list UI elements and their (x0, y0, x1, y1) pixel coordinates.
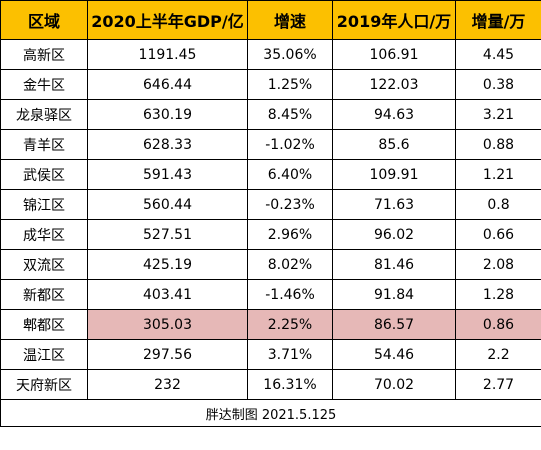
cell-gdp: 560.44 (87, 189, 248, 220)
table-row: 成华区 527.51 2.96% 96.02 0.66 (0, 219, 541, 250)
header-area: 区域 (0, 0, 88, 40)
table-row: 青羊区 628.33 -1.02% 85.6 0.88 (0, 129, 541, 160)
cell-gdp: 1191.45 (87, 39, 248, 70)
cell-increase: 0.86 (455, 309, 541, 340)
cell-population: 85.6 (332, 129, 456, 160)
cell-increase: 1.21 (455, 159, 541, 190)
cell-area: 温江区 (0, 339, 88, 370)
cell-gdp: 646.44 (87, 69, 248, 100)
cell-increase: 1.28 (455, 279, 541, 310)
table-row: 金牛区 646.44 1.25% 122.03 0.38 (0, 69, 541, 100)
cell-increase: 0.8 (455, 189, 541, 220)
cell-area: 新都区 (0, 279, 88, 310)
cell-population: 109.91 (332, 159, 456, 190)
cell-gdp: 630.19 (87, 99, 248, 130)
header-gdp: 2020上半年GDP/亿 (87, 0, 248, 40)
cell-increase: 3.21 (455, 99, 541, 130)
table-row: 温江区 297.56 3.71% 54.46 2.2 (0, 339, 541, 370)
cell-growth: 8.02% (247, 249, 333, 280)
cell-growth: 2.25% (247, 309, 333, 340)
cell-population: 94.63 (332, 99, 456, 130)
cell-increase: 2.08 (455, 249, 541, 280)
header-growth: 增速 (247, 0, 333, 40)
cell-area: 成华区 (0, 219, 88, 250)
table-row: 高新区 1191.45 35.06% 106.91 4.45 (0, 39, 541, 70)
header-row: 区域 2020上半年GDP/亿 增速 2019年人口/万 增量/万 (0, 0, 541, 40)
cell-area: 高新区 (0, 39, 88, 70)
cell-growth: -1.02% (247, 129, 333, 160)
table-row: 新都区 403.41 -1.46% 91.84 1.28 (0, 279, 541, 310)
cell-gdp: 232 (87, 369, 248, 400)
cell-area: 郫都区 (0, 309, 88, 340)
cell-population: 86.57 (332, 309, 456, 340)
cell-population: 106.91 (332, 39, 456, 70)
cell-increase: 0.38 (455, 69, 541, 100)
cell-area: 天府新区 (0, 369, 88, 400)
cell-increase: 2.77 (455, 369, 541, 400)
cell-area: 青羊区 (0, 129, 88, 160)
gdp-population-table: 区域 2020上半年GDP/亿 增速 2019年人口/万 增量/万 高新区 11… (0, 0, 541, 427)
cell-gdp: 403.41 (87, 279, 248, 310)
cell-population: 71.63 (332, 189, 456, 220)
table-row: 天府新区 232 16.31% 70.02 2.77 (0, 369, 541, 400)
cell-area: 双流区 (0, 249, 88, 280)
cell-gdp: 591.43 (87, 159, 248, 190)
cell-growth: -1.46% (247, 279, 333, 310)
cell-area: 金牛区 (0, 69, 88, 100)
cell-gdp: 425.19 (87, 249, 248, 280)
cell-growth: 35.06% (247, 39, 333, 70)
table-row: 龙泉驿区 630.19 8.45% 94.63 3.21 (0, 99, 541, 130)
table-row: 双流区 425.19 8.02% 81.46 2.08 (0, 249, 541, 280)
cell-population: 96.02 (332, 219, 456, 250)
table-row-highlighted: 郫都区 305.03 2.25% 86.57 0.86 (0, 309, 541, 340)
header-population: 2019年人口/万 (332, 0, 456, 40)
cell-gdp: 628.33 (87, 129, 248, 160)
cell-population: 54.46 (332, 339, 456, 370)
cell-growth: 6.40% (247, 159, 333, 190)
cell-increase: 2.2 (455, 339, 541, 370)
cell-population: 122.03 (332, 69, 456, 100)
cell-growth: 8.45% (247, 99, 333, 130)
cell-gdp: 305.03 (87, 309, 248, 340)
cell-area: 龙泉驿区 (0, 99, 88, 130)
cell-increase: 0.66 (455, 219, 541, 250)
cell-growth: 1.25% (247, 69, 333, 100)
cell-growth: 2.96% (247, 219, 333, 250)
footer-row: 胖达制图 2021.5.125 (0, 399, 541, 427)
cell-area: 锦江区 (0, 189, 88, 220)
cell-area: 武侯区 (0, 159, 88, 190)
cell-increase: 0.88 (455, 129, 541, 160)
table-row: 锦江区 560.44 -0.23% 71.63 0.8 (0, 189, 541, 220)
header-increase: 增量/万 (455, 0, 541, 40)
cell-population: 70.02 (332, 369, 456, 400)
cell-growth: -0.23% (247, 189, 333, 220)
footer-credit: 胖达制图 2021.5.125 (0, 399, 541, 427)
cell-growth: 16.31% (247, 369, 333, 400)
cell-population: 91.84 (332, 279, 456, 310)
table-row: 武侯区 591.43 6.40% 109.91 1.21 (0, 159, 541, 190)
cell-gdp: 527.51 (87, 219, 248, 250)
cell-growth: 3.71% (247, 339, 333, 370)
cell-population: 81.46 (332, 249, 456, 280)
cell-increase: 4.45 (455, 39, 541, 70)
cell-gdp: 297.56 (87, 339, 248, 370)
